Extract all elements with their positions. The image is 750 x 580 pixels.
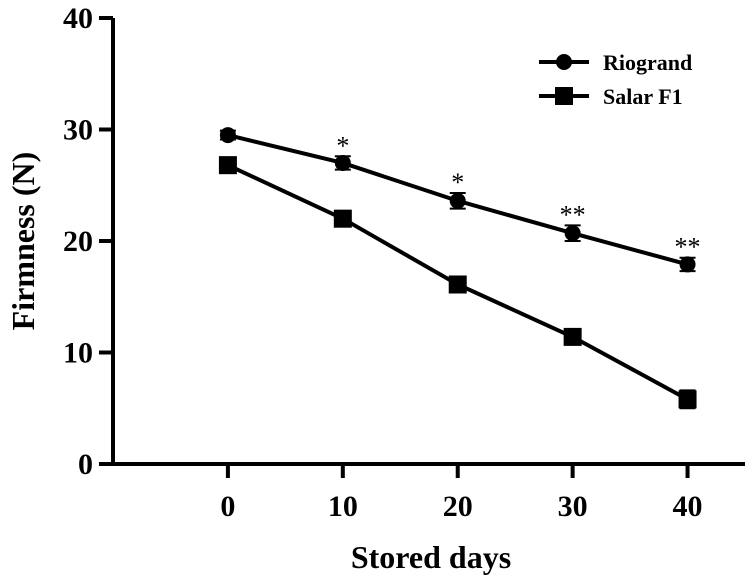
significance-annotations: ****** <box>336 131 700 261</box>
axes: 0 10 20 30 40 0 10 20 30 40 <box>63 2 745 523</box>
series-riogrand <box>219 127 696 273</box>
significance-marker: * <box>336 131 349 160</box>
x-tick-label: 20 <box>443 490 473 523</box>
legend-label: Salar F1 <box>603 84 683 109</box>
y-tick-label: 30 <box>63 114 93 147</box>
y-tick-label: 10 <box>63 337 93 370</box>
legend: Riogrand Salar F1 <box>539 50 692 109</box>
legend-item-riogrand: Riogrand <box>539 50 692 75</box>
significance-marker: ** <box>560 200 586 229</box>
data-point-riogrand <box>564 225 581 242</box>
significance-marker: ** <box>675 233 701 262</box>
y-axis-title: Firmness (N) <box>5 152 41 331</box>
data-point-salar-f1 <box>218 156 237 175</box>
legend-label: Riogrand <box>603 50 692 75</box>
data-point-riogrand <box>334 154 351 171</box>
data-point-salar-f1 <box>678 390 697 409</box>
series-layer <box>218 127 697 410</box>
data-point-riogrand <box>219 127 236 144</box>
x-tick-label: 30 <box>558 490 588 523</box>
data-point-salar-f1 <box>448 275 467 294</box>
y-tick-label: 40 <box>63 2 93 35</box>
y-tick-label: 20 <box>63 225 93 258</box>
legend-marker-salar-f1 <box>555 87 573 105</box>
data-point-riogrand <box>449 192 466 209</box>
x-axis-title: Stored days <box>351 539 511 575</box>
legend-item-salar-f1: Salar F1 <box>539 84 683 109</box>
x-tick-label: 10 <box>328 490 358 523</box>
data-point-riogrand <box>679 256 696 273</box>
x-tick-label: 0 <box>220 490 235 523</box>
significance-marker: * <box>451 168 464 197</box>
legend-marker-riogrand <box>556 54 572 70</box>
y-tick-label: 0 <box>78 448 93 481</box>
series-salar-f1 <box>218 156 697 410</box>
x-tick-label: 40 <box>673 490 703 523</box>
data-point-salar-f1 <box>563 327 582 346</box>
data-point-salar-f1 <box>333 209 352 228</box>
